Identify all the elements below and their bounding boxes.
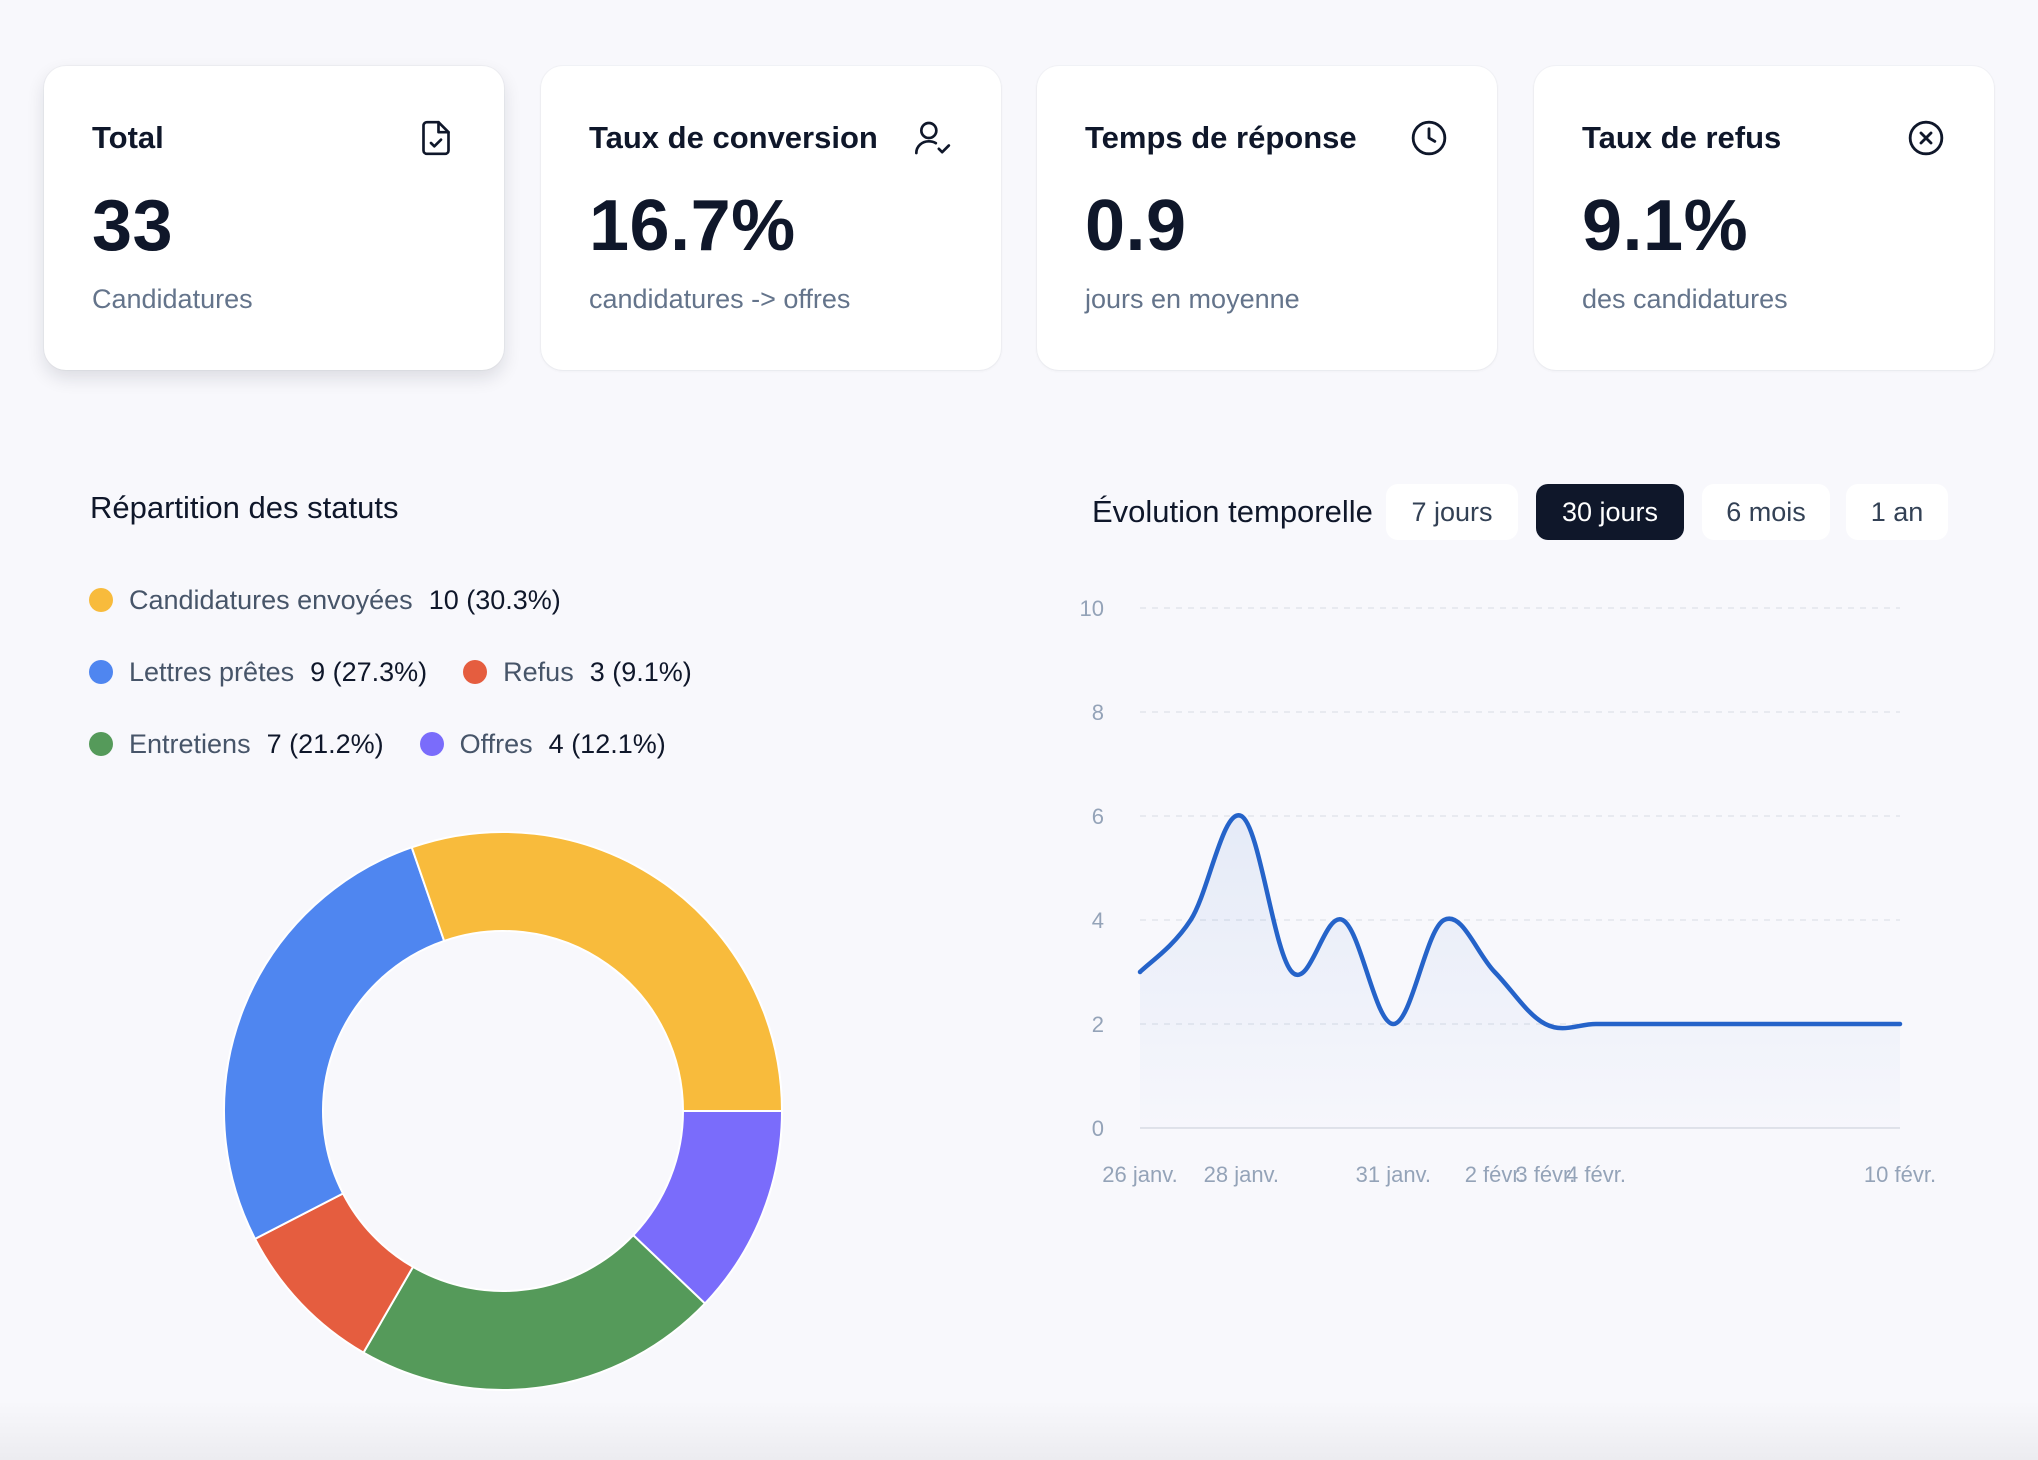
legend-label: Offres — [459, 728, 533, 759]
range-tab-30-days[interactable]: 30 jours — [1536, 484, 1684, 540]
y-tick-label: 10 — [1080, 596, 1104, 621]
evolution-line-chart: 0 2 4 6 8 10 26 janv. 28 janv. 31 janv. 2 févr.3 … — [1080, 596, 1937, 1187]
legend-dot — [89, 732, 113, 756]
stat-card-value: 0.9 — [1085, 186, 1187, 266]
stat-card-title: Taux de refus — [1582, 120, 1782, 155]
range-tab-1-year[interactable]: 1 an — [1846, 484, 1948, 540]
stat-card-subtitle: Candidatures — [92, 284, 253, 314]
stat-card-value: 33 — [92, 186, 174, 266]
stat-card-subtitle: des candidatures — [1582, 284, 1788, 314]
stat-card-value: 16.7% — [589, 186, 796, 266]
stat-card-title: Total — [92, 120, 164, 155]
stat-card-conversion[interactable]: Taux de conversion 16.7% candidatures ->… — [541, 66, 1001, 370]
legend-item-refus[interactable]: Refus 3 (9.1%) — [463, 657, 692, 688]
donut-slice-1[interactable] — [362, 1233, 707, 1391]
status-donut-chart — [223, 831, 784, 1391]
legend-value: 10 (30.3%) — [428, 584, 561, 615]
legend-value: 4 (12.1%) — [548, 728, 666, 759]
x-tick-label: 26 janv. — [1102, 1162, 1177, 1187]
y-tick-label: 8 — [1092, 700, 1104, 725]
legend-dot — [89, 660, 113, 684]
legend-label: Lettres prêtes — [129, 656, 295, 687]
stat-card-title: Taux de conversion — [589, 120, 878, 155]
x-tick-label: 2 févr. — [1465, 1162, 1525, 1187]
bottom-fade — [0, 1400, 2038, 1460]
series-line — [1137, 813, 1903, 1031]
legend-label: Refus — [503, 656, 574, 687]
user-check-icon — [913, 118, 953, 158]
legend-dot — [89, 588, 113, 612]
clock-icon — [1409, 118, 1449, 158]
range-tab-6-months[interactable]: 6 mois — [1702, 484, 1830, 540]
evolution-title: Évolution temporelle — [1092, 494, 1373, 529]
x-tick-label: 28 janv. — [1204, 1162, 1279, 1187]
distribution-title: Répartition des statuts — [90, 490, 399, 525]
legend-item-entretiens[interactable]: Entretiens 7 (21.2%) — [89, 729, 384, 760]
legend-value: 9 (27.3%) — [310, 656, 428, 687]
donut-slice-3[interactable] — [223, 846, 446, 1241]
x-tick-label: 3 févr. — [1515, 1162, 1575, 1187]
legend-label: Entretiens — [129, 728, 251, 759]
legend-row: Lettres prêtes 9 (27.3%) Refus 3 (9.1%) — [89, 652, 728, 692]
stat-card-subtitle: jours en moyenne — [1085, 284, 1300, 314]
donut-slice-4[interactable] — [410, 831, 784, 1112]
x-circle-icon — [1906, 118, 1946, 158]
x-tick-label: 4 févr. — [1566, 1162, 1626, 1187]
legend-item-lettres[interactable]: Lettres prêtes 9 (27.3%) — [89, 657, 427, 688]
x-tick-label: 10 févr. — [1864, 1162, 1936, 1187]
file-check-icon — [416, 118, 456, 158]
y-tick-label: 4 — [1092, 908, 1104, 933]
area-fill — [1140, 815, 1900, 1128]
legend-item-offres[interactable]: Offres 4 (12.1%) — [419, 728, 666, 760]
y-tick-label: 6 — [1092, 804, 1104, 829]
y-tick-label: 0 — [1092, 1116, 1104, 1141]
stat-card-value: 9.1% — [1582, 186, 1749, 266]
legend-label: Candidatures envoyées — [129, 584, 413, 615]
stat-card-refusal-rate[interactable]: Taux de refus 9.1% des candidatures — [1534, 66, 1994, 370]
legend-item-envoyees[interactable]: Candidatures envoyées 10 (30.3%) — [89, 585, 561, 616]
stat-card-total[interactable]: Total 33 Candidatures — [44, 66, 504, 370]
stat-cards: Total 33 Candidatures Taux de conversion — [44, 66, 1994, 372]
x-tick-label: 31 janv. — [1356, 1162, 1431, 1187]
stat-card-title: Temps de réponse — [1085, 120, 1357, 155]
legend-row: Entretiens 7 (21.2%) Offres 4 (12.1%) — [89, 724, 702, 764]
stat-card-subtitle: candidatures -> offres — [589, 284, 851, 314]
legend-dot — [419, 732, 444, 756]
y-tick-label: 2 — [1092, 1012, 1104, 1037]
stat-card-response-time[interactable]: Temps de réponse 0.9 jours en moyenne — [1037, 66, 1497, 370]
legend-row: Candidatures envoyées 10 (30.3%) — [89, 580, 597, 620]
legend-value: 7 (21.2%) — [266, 728, 384, 759]
range-tab-7-days[interactable]: 7 jours — [1386, 484, 1518, 540]
legend-dot — [463, 660, 488, 684]
legend-value: 3 (9.1%) — [589, 656, 692, 687]
